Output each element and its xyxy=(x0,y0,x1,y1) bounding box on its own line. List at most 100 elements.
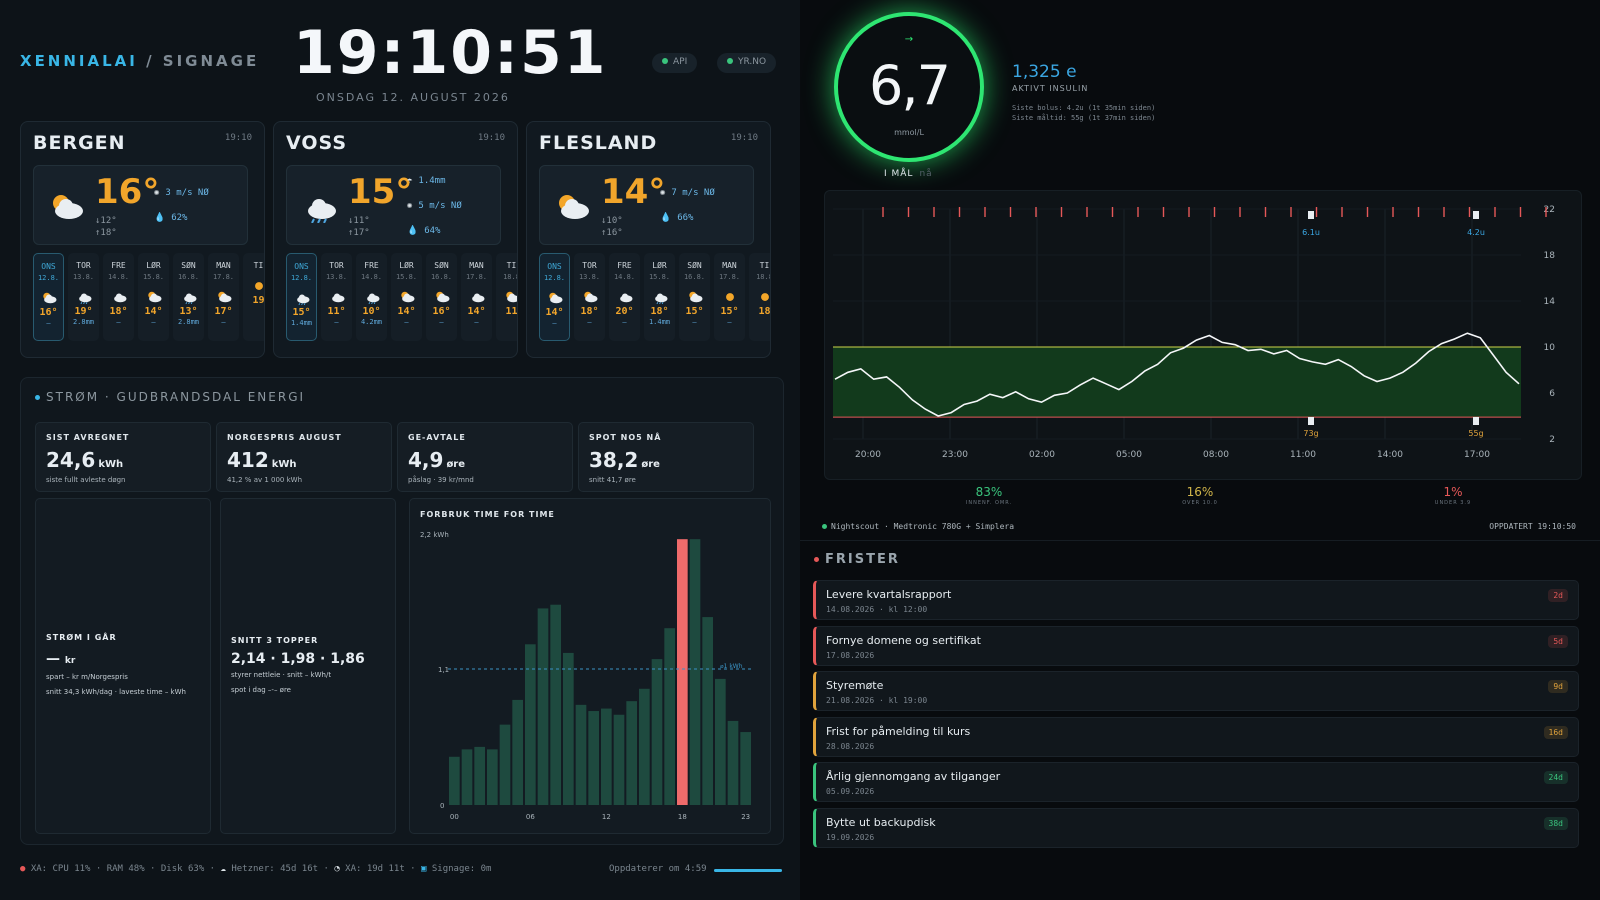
stat-over-value: 16% xyxy=(1186,485,1214,499)
update-progress-fill xyxy=(714,869,782,872)
temp-low: ↓11° xyxy=(348,216,370,226)
days-left-badge: 38d xyxy=(1543,816,1568,830)
precipitation-icon: ☂ xyxy=(407,176,413,186)
deadline-item[interactable]: Bytte ut backupdisk 19.09.2026 38d xyxy=(813,807,1579,848)
forecast-temp: 11 xyxy=(505,306,518,317)
current-temperature: 15° xyxy=(348,172,413,212)
sun-cloud-icon xyxy=(581,289,599,303)
usage-bar xyxy=(512,699,523,805)
weather-detail: 💧 64% xyxy=(407,226,440,236)
deadline-item[interactable]: Levere kvartalsrapport 14.08.2026 · kl 12… xyxy=(813,580,1579,620)
sun-cloud-icon xyxy=(546,290,564,304)
forecast-weekday: LØR xyxy=(399,261,414,270)
raspberry-icon: ● xyxy=(20,864,26,874)
x-tick-label: 06 xyxy=(526,813,535,821)
humidity-icon: 💧 xyxy=(660,213,672,223)
forecast-temp: 13° xyxy=(179,306,198,317)
sun-cloud-icon xyxy=(552,191,592,223)
deadline-date: 14.08.2026 · kl 12:00 xyxy=(826,605,928,614)
divider xyxy=(800,540,1600,541)
forecast-precip: 1.4mm xyxy=(290,319,313,327)
deadline-date: 21.08.2026 · kl 19:00 xyxy=(826,696,928,705)
glucose-stats: 83% INNENF. OMR. 16% OVER 10.0 1% UNDER 3.9 xyxy=(800,485,1600,515)
forecast-weekday: TI xyxy=(253,261,264,270)
usage-bar xyxy=(499,724,511,805)
city-name: BERGEN xyxy=(33,132,126,154)
x-tick-label: 12 xyxy=(602,813,611,821)
sun-cloud-icon xyxy=(46,191,86,223)
days-left-badge: 16d xyxy=(1543,725,1568,739)
bolus-label: 6.1u xyxy=(1302,228,1320,237)
current-weather: 14° ↓10° ↑16° ✺ 7 m/s NØ 💧 66% xyxy=(539,165,754,245)
forecast-temp: 18 xyxy=(758,306,771,317)
forecast-temp: 14° xyxy=(545,307,564,318)
forecast-date: 15.8. xyxy=(142,273,165,281)
kpi-unit: kWh xyxy=(271,459,297,470)
forecast-date: 12.8. xyxy=(290,274,313,282)
forecast-precip: — xyxy=(151,318,156,326)
forecast-temp: 17° xyxy=(214,306,233,317)
forecast-day: TI 18.8 18 xyxy=(749,253,771,341)
sun-cloud-icon xyxy=(40,290,58,304)
wind-icon: ✺ xyxy=(407,201,413,211)
x-tick-label: 05:00 xyxy=(1116,450,1142,460)
strom-title: STRØM · GUDBRANDSDAL ENERGI xyxy=(46,390,306,404)
x-tick-label: 02:00 xyxy=(1029,450,1055,460)
forecast-day: MAN 17.8. 14° — xyxy=(461,253,492,341)
meal-label: 73g xyxy=(1303,429,1318,438)
glucose-value: 6,7 xyxy=(869,54,951,117)
top3-note: styrer nettleie · snitt – kWh/t xyxy=(231,671,332,679)
rain-cloud-icon xyxy=(180,289,198,305)
deadline-item[interactable]: Årlig gjennomgang av tilganger 05.09.2026… xyxy=(813,762,1579,802)
kpi-value: 24,6 kWh xyxy=(46,448,200,472)
forecast-weekday: FRE xyxy=(617,261,632,270)
kpi-number: 412 xyxy=(227,448,269,472)
forecast-strip: ONS 12.8. 14° — TOR 13.8. 18° — FRE 14.8. 20° — LØR 1… xyxy=(539,253,771,345)
forecast-weekday: LØR xyxy=(146,261,161,270)
glucose-chart-svg: 22 18 14 10 6 2 20:00 23:00 02:00 05:00 08:00 11:00… xyxy=(833,205,1555,460)
kpi-unit: kWh xyxy=(98,459,124,470)
deadline-name: Frist for påmelding til kurs xyxy=(826,724,971,738)
system-stats: XA: CPU 11% · RAM 48% · Disk 63% xyxy=(30,864,205,874)
forecast-date: 14.8. xyxy=(360,273,383,281)
days-left-badge: 5d xyxy=(1548,634,1568,648)
timer-icon: ◔ xyxy=(334,864,340,874)
forecast-date: 15.8. xyxy=(648,273,671,281)
date: ONSDAG 12. AUGUST 2026 xyxy=(316,91,510,104)
weather-detail: ✺ 3 m/s NØ xyxy=(154,188,209,198)
forecast-temp: 14° xyxy=(467,306,486,317)
humidity-icon: 💧 xyxy=(407,226,419,236)
deadline-item[interactable]: Styremøte 21.08.2026 · kl 19:00 9d xyxy=(813,671,1579,711)
yr-status-pill: YR.NO xyxy=(717,53,777,73)
data-source: Nightscout · Medtronic 780G + Simplera xyxy=(822,522,1014,531)
forecast-precip: — xyxy=(221,318,226,326)
forecast-day: TI 19 xyxy=(243,253,264,341)
forecast-day: LØR 15.8. 18° 1.4mm xyxy=(644,253,675,341)
deadline-item[interactable]: Frist for påmelding til kurs 28.08.2026 16… xyxy=(813,716,1579,757)
rain-cloud-icon xyxy=(363,289,381,305)
forecast-temp: 10° xyxy=(362,306,381,317)
deadline-date: 17.08.2026 xyxy=(826,650,875,660)
cloud-icon xyxy=(468,289,486,303)
chart-title: FORBRUK TIME FOR TIME xyxy=(420,510,555,519)
forecast-day: MAN 17.8. 15° — xyxy=(714,253,745,341)
last-bolus: Siste bolus: 4.2u (1t 35min siden) xyxy=(1012,104,1156,112)
forecast-day: FRE 14.8. 20° — xyxy=(609,253,640,341)
forecast-day: FRE 14.8. 10° 4.2mm xyxy=(356,253,387,341)
forecast-weekday: TI xyxy=(759,261,770,270)
yr-label: YR.NO xyxy=(738,57,767,67)
usage-bar xyxy=(740,732,751,805)
forecast-day: LØR 15.8. 14° — xyxy=(391,253,422,341)
rain-cloud-icon xyxy=(75,289,93,305)
weather-detail-value: 3 m/s NØ xyxy=(165,188,209,198)
forecast-weekday: SØN xyxy=(434,261,449,270)
forecast-precip: — xyxy=(116,318,121,326)
kpi-number: 24,6 xyxy=(46,448,96,472)
usage-bar xyxy=(588,711,599,805)
deadline-item[interactable]: Fornye domene og sertifikat 17.08.2026 5d xyxy=(813,625,1579,666)
usage-bar xyxy=(461,749,473,805)
glucose-unit: mmol/L xyxy=(894,128,924,137)
yesterday-title: STRØM I GÅR xyxy=(46,633,117,642)
forecast-date: 17.8. xyxy=(465,273,488,281)
hetzner-uptime: Hetzner: 45d 16t xyxy=(231,864,319,874)
